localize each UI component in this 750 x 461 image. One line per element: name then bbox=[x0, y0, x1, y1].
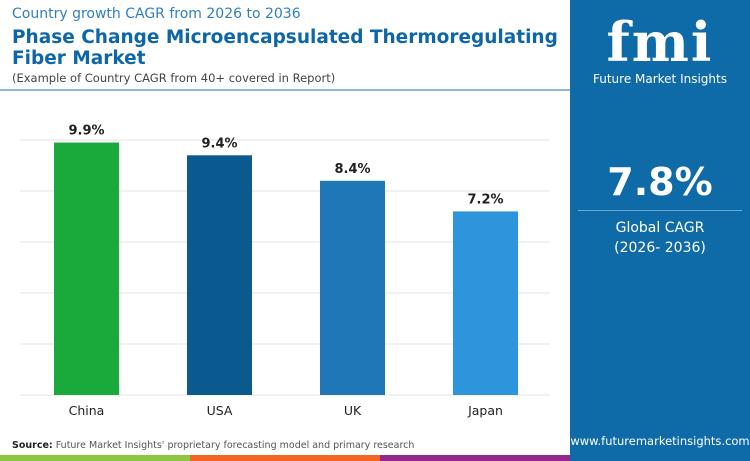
website-link[interactable]: www.futuremarketinsights.com bbox=[570, 434, 750, 448]
x-tick-label: USA bbox=[207, 403, 233, 418]
x-tick-label: Japan bbox=[467, 403, 503, 418]
data-label: 7.2% bbox=[467, 192, 503, 207]
source-note: Source: Future Market Insights' propriet… bbox=[12, 440, 414, 451]
global-cagr-label: Global CAGR (2026- 2036) bbox=[570, 218, 750, 258]
divider bbox=[578, 210, 742, 211]
global-cagr-value: 7.8% bbox=[607, 160, 713, 204]
bar-chart: 9.9% China 9.4% USA 8.4% UK 7.2% Japan bbox=[20, 124, 550, 418]
data-label: 9.9% bbox=[68, 124, 104, 139]
stripe-green bbox=[0, 455, 190, 461]
logo-subtitle: Future Market Insights bbox=[592, 72, 727, 86]
page-title: Phase Change Microencapsulated Thermoreg… bbox=[12, 27, 558, 69]
side-panel: fmi Future Market Insights 7.8% Global C… bbox=[570, 0, 750, 461]
data-label: 9.4% bbox=[201, 136, 237, 151]
x-tick-label: China bbox=[69, 403, 105, 418]
stripe-orange bbox=[190, 455, 380, 461]
x-tick-label: UK bbox=[344, 403, 362, 418]
stripe-purple bbox=[380, 455, 570, 461]
note: (Example of Country CAGR from 40+ covere… bbox=[12, 71, 336, 85]
bar-japan bbox=[453, 211, 518, 395]
bar-uk bbox=[320, 180, 385, 395]
fmi-logo: fmi bbox=[606, 10, 714, 74]
label-line2: (2026- 2036) bbox=[614, 240, 706, 256]
source-label: Source: bbox=[12, 440, 53, 451]
subtitle: Country growth CAGR from 2026 to 2036 bbox=[12, 6, 301, 22]
divider bbox=[0, 89, 570, 91]
source-text: Future Market Insights' proprietary fore… bbox=[52, 440, 415, 451]
label-line1: Global CAGR bbox=[615, 220, 705, 236]
data-label: 8.4% bbox=[334, 162, 370, 177]
bar-usa bbox=[187, 155, 252, 395]
bar-china bbox=[54, 142, 119, 395]
